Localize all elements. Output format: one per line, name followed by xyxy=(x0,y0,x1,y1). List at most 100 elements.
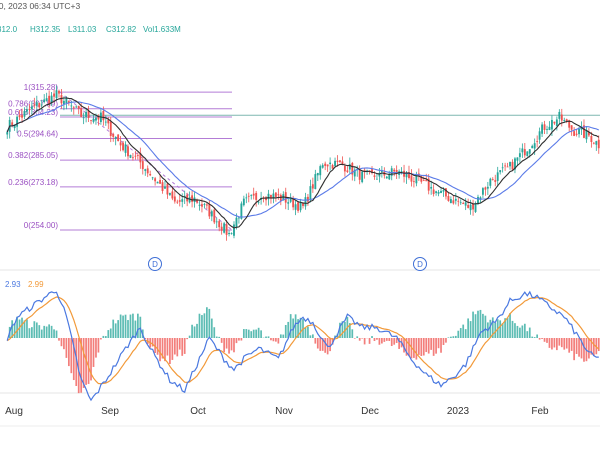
header-datetime: 30, 2023 06:34 UTC+3 xyxy=(0,1,81,11)
candle-body xyxy=(127,146,129,157)
candle-body xyxy=(178,200,181,202)
candle-body xyxy=(181,199,184,202)
candle-body xyxy=(299,201,302,211)
candle-body xyxy=(504,165,507,167)
candle-body xyxy=(371,169,373,174)
candle-body xyxy=(35,102,38,106)
candle-body xyxy=(445,188,447,197)
candle-body xyxy=(560,114,563,121)
candle-body xyxy=(33,104,36,106)
candle-body xyxy=(449,199,452,204)
candle-body xyxy=(223,223,226,233)
candle-body xyxy=(400,171,403,172)
candle-body xyxy=(353,169,356,177)
candle-body xyxy=(585,129,588,140)
candle-body xyxy=(38,103,41,108)
candle-body xyxy=(255,192,258,200)
candle-body xyxy=(168,192,171,195)
fast-moving-average xyxy=(6,97,600,229)
fib-label-1: 0.786(307.89) xyxy=(8,100,58,109)
candle-body xyxy=(442,190,445,192)
candle-body xyxy=(538,131,541,140)
candle-body xyxy=(491,179,494,180)
candle-body xyxy=(134,155,137,157)
x-axis-label: Feb xyxy=(531,406,549,417)
candle-body xyxy=(343,165,346,172)
candle-body xyxy=(467,204,470,208)
candle-body xyxy=(225,224,228,235)
candle-body xyxy=(474,203,477,212)
candle-body xyxy=(309,186,312,200)
candle-body xyxy=(247,195,250,197)
candle-body xyxy=(486,186,489,189)
candle-body xyxy=(237,217,240,219)
candle-body xyxy=(149,174,152,176)
candle-body xyxy=(518,153,521,158)
candle-body xyxy=(265,197,267,201)
candle-body xyxy=(208,204,211,217)
candle-body xyxy=(587,132,590,136)
dividend-marker-2[interactable]: D xyxy=(413,257,427,271)
candle-body xyxy=(82,117,85,119)
candle-body xyxy=(565,119,568,122)
candle-body xyxy=(294,204,297,210)
candle-body xyxy=(326,164,329,167)
candle-body xyxy=(454,198,457,201)
candle-body xyxy=(563,120,566,121)
candle-body xyxy=(85,112,88,118)
candle-body xyxy=(568,120,571,128)
candle-body xyxy=(176,201,179,203)
fib-label-3: 0.5(294.64) xyxy=(17,130,58,139)
candle-body xyxy=(21,115,23,118)
dividend-marker-1[interactable]: D xyxy=(148,257,162,271)
header-low: L311.03 xyxy=(68,25,97,34)
candle-body xyxy=(112,133,115,137)
candle-body xyxy=(558,111,561,119)
candle-body xyxy=(250,195,253,196)
candle-body xyxy=(496,172,499,181)
candle-body xyxy=(597,139,600,149)
candle-body xyxy=(358,169,361,180)
candle-body xyxy=(506,166,509,168)
x-axis-label: Nov xyxy=(275,406,293,417)
candle-body xyxy=(65,98,68,104)
candle-body xyxy=(447,196,450,201)
candle-body xyxy=(412,181,415,183)
fibonacci-retracement[interactable]: 1(315.28) 0.786(307.89)0.618(304.23) 0.5(2… xyxy=(8,83,600,231)
candle-body xyxy=(188,197,191,203)
candle-body xyxy=(339,160,341,163)
candle-body xyxy=(595,141,598,145)
candle-body xyxy=(484,187,487,190)
candle-body xyxy=(151,177,154,179)
candle-body xyxy=(252,193,255,196)
candle-body xyxy=(546,129,548,130)
candle-body xyxy=(331,165,334,169)
candle-body xyxy=(62,100,65,105)
candle-body xyxy=(92,118,95,122)
candle-body xyxy=(205,204,208,206)
candle-body xyxy=(267,193,270,200)
time-axis: Aug Sep Oct Nov Dec 2023 Feb xyxy=(5,406,549,417)
header-close: C312.82 xyxy=(106,25,137,34)
candle-body xyxy=(472,203,475,210)
candle-body xyxy=(543,124,546,130)
candle-body xyxy=(573,131,576,136)
candle-body xyxy=(203,204,206,205)
candle-body xyxy=(541,124,544,134)
candle-body xyxy=(274,192,277,197)
candle-body xyxy=(531,145,534,149)
header-open: 312.0 xyxy=(0,25,18,34)
candle-body xyxy=(570,125,573,130)
candle-body xyxy=(390,168,393,176)
candle-body xyxy=(494,180,497,182)
candle-body xyxy=(346,170,349,172)
candle-body xyxy=(341,161,344,165)
candle-body xyxy=(578,129,580,135)
dividend-marker-circle xyxy=(413,257,427,271)
macd-pane: 2.93 2.99 xyxy=(5,280,600,402)
candle-body xyxy=(136,155,139,156)
candle-body xyxy=(334,160,336,166)
